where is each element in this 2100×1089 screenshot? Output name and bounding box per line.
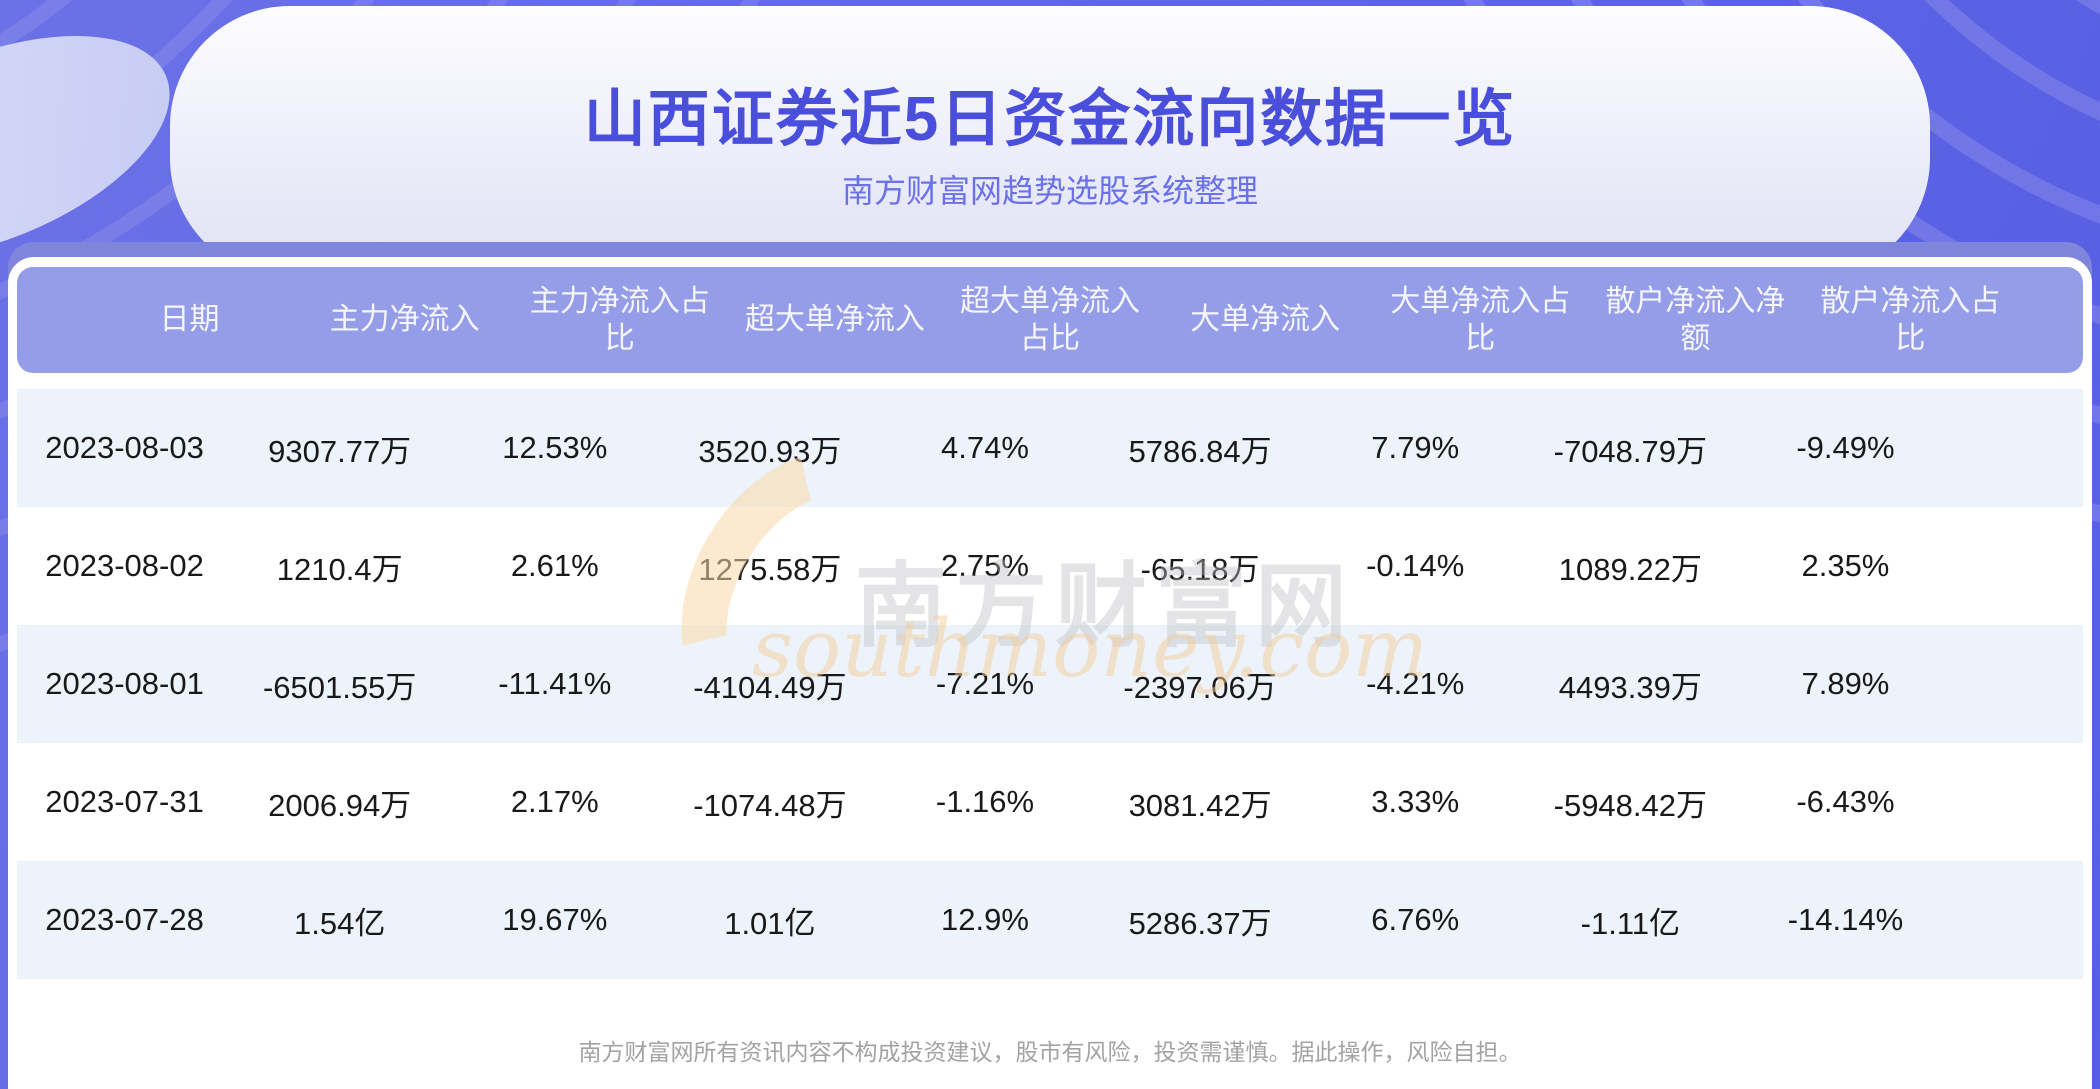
cell-retail-net-inflow: -7048.79万	[1553, 433, 1708, 469]
col-header-main-net-inflow-pct: 主力净流入占比	[529, 284, 710, 356]
cell-large-order-net-inflow: -65.18万	[1140, 551, 1260, 587]
cell-retail-net-inflow-pct: -14.14%	[1787, 902, 1904, 937]
cell-retail-net-inflow: 1089.22万	[1558, 551, 1702, 587]
col-header-retail-net-inflow-pct: 散户净流入占比	[1820, 284, 2001, 356]
cell-main-net-inflow: 1.54亿	[293, 905, 386, 941]
cell-main-net-inflow: 1210.4万	[276, 551, 403, 587]
table-body: 2023-08-03 9307.77万 12.53% 3520.93万 4.74…	[8, 389, 2092, 979]
page-title: 山西证券近5日资金流向数据一览	[583, 85, 1517, 154]
cell-large-order-net-inflow: -2397.06万	[1123, 669, 1277, 705]
col-header-date: 日期	[159, 303, 220, 337]
col-header-main-net-inflow: 主力净流入	[329, 303, 480, 337]
cell-xl-order-net-inflow: -4104.49万	[693, 669, 847, 705]
cell-retail-net-inflow: -1.11亿	[1580, 905, 1680, 941]
cell-large-order-net-inflow: 3081.42万	[1128, 787, 1272, 823]
cell-retail-net-inflow: -5948.42万	[1553, 787, 1708, 823]
cell-date: 2023-08-03	[45, 430, 204, 465]
hero-panel: 山西证券近5日资金流向数据一览 南方财富网趋势选股系统整理	[170, 6, 1930, 278]
disclaimer-text: 南方财富网所有资讯内容不构成投资建议，股市有风险，投资需谨慎。据此操作，风险自担…	[578, 1039, 1522, 1065]
cell-large-order-net-inflow-pct: 6.76%	[1371, 902, 1460, 937]
fund-flow-table: 日期 主力净流入 主力净流入占比 超大单净流入 超大单净流入占比 大单净流入 大…	[8, 257, 2092, 1089]
cell-large-order-net-inflow-pct: -0.14%	[1366, 548, 1465, 583]
col-header-xl-order-net-inflow: 超大单净流入	[744, 303, 925, 337]
cell-xl-order-net-inflow-pct: -1.16%	[935, 784, 1035, 819]
cell-main-net-inflow: 2006.94万	[268, 787, 412, 823]
cell-retail-net-inflow-pct: 2.35%	[1801, 548, 1890, 583]
table-header-row: 日期 主力净流入 主力净流入占比 超大单净流入 超大单净流入占比 大单净流入 大…	[17, 267, 2083, 373]
cell-main-net-inflow-pct: 2.61%	[510, 548, 599, 583]
cell-main-net-inflow-pct: 2.17%	[510, 784, 599, 819]
cell-xl-order-net-inflow-pct: 12.9%	[941, 902, 1029, 937]
cell-main-net-inflow: -6501.55万	[262, 669, 417, 705]
cell-date: 2023-08-01	[45, 666, 204, 701]
cell-large-order-net-inflow-pct: 7.79%	[1371, 430, 1460, 465]
cell-xl-order-net-inflow-pct: -7.21%	[935, 666, 1035, 701]
cell-main-net-inflow-pct: 19.67%	[502, 902, 608, 937]
cell-date: 2023-07-31	[45, 784, 204, 819]
cell-large-order-net-inflow-pct: 3.33%	[1371, 784, 1460, 819]
cell-xl-order-net-inflow-pct: 2.75%	[941, 548, 1029, 583]
cell-date: 2023-08-02	[45, 548, 204, 583]
col-header-large-order-net-inflow: 大单净流入	[1190, 303, 1341, 337]
cell-date: 2023-07-28	[45, 902, 204, 937]
cell-main-net-inflow: 9307.77万	[268, 433, 412, 469]
cell-retail-net-inflow-pct: -9.49%	[1796, 430, 1895, 465]
cell-main-net-inflow-pct: -11.41%	[498, 666, 612, 701]
table-row: 2023-08-02 1210.4万 2.61% 1275.58万 2.75% …	[17, 507, 2083, 625]
cell-xl-order-net-inflow: 1.01亿	[724, 905, 816, 941]
table-row: 2023-07-31 2006.94万 2.17% -1074.48万 -1.1…	[17, 743, 2083, 861]
cell-large-order-net-inflow: 5286.37万	[1128, 905, 1272, 941]
cell-xl-order-net-inflow: 3520.93万	[698, 433, 842, 469]
cell-xl-order-net-inflow-pct: 4.74%	[941, 430, 1029, 465]
col-header-large-order-net-inflow-pct: 大单净流入占比	[1390, 284, 1571, 356]
cell-xl-order-net-inflow: 1275.58万	[698, 551, 842, 587]
table-row: 2023-08-03 9307.77万 12.53% 3520.93万 4.74…	[17, 389, 2083, 507]
page-subtitle: 南方财富网趋势选股系统整理	[841, 173, 1258, 209]
col-header-retail-net-inflow: 散户净流入净额	[1605, 284, 1786, 356]
col-header-xl-order-net-inflow-pct: 超大单净流入占比	[959, 284, 1140, 356]
table-row: 2023-07-28 1.54亿 19.67% 1.01亿 12.9% 5286…	[17, 861, 2083, 979]
cell-xl-order-net-inflow: -1074.48万	[693, 787, 847, 823]
table-row: 2023-08-01 -6501.55万 -11.41% -4104.49万 -…	[17, 625, 2083, 743]
cell-large-order-net-inflow: 5786.84万	[1128, 433, 1272, 469]
cell-retail-net-inflow: 4493.39万	[1558, 669, 1702, 705]
cell-retail-net-inflow-pct: 7.89%	[1801, 666, 1890, 701]
cell-main-net-inflow-pct: 12.53%	[502, 430, 608, 465]
cell-retail-net-inflow-pct: -6.43%	[1796, 784, 1895, 819]
cell-large-order-net-inflow-pct: -4.21%	[1366, 666, 1465, 701]
